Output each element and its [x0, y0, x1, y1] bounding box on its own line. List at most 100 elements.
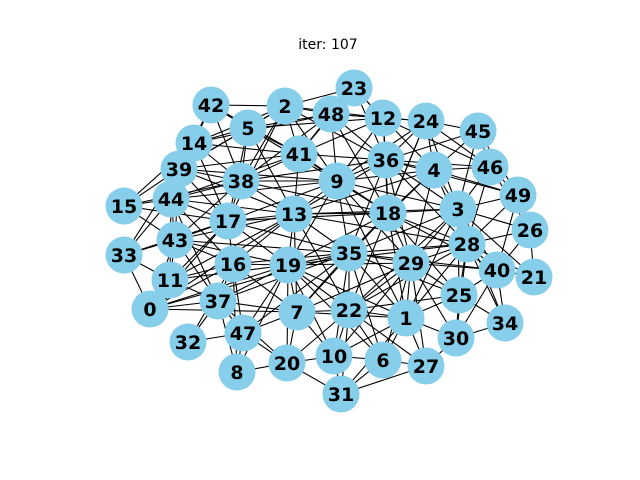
- node-20: 20: [268, 344, 306, 382]
- node-10: 10: [315, 337, 353, 375]
- node-circle: [448, 225, 486, 263]
- node-label: 9: [330, 171, 343, 193]
- edge-28-36: [385, 159, 468, 245]
- node-label: 15: [111, 196, 137, 218]
- node-label: 43: [162, 230, 188, 252]
- node-label: 3: [451, 199, 464, 221]
- node-31: 31: [322, 375, 360, 413]
- node-circle: [105, 236, 143, 274]
- node-circle: [169, 323, 207, 361]
- node-label: 29: [398, 253, 424, 275]
- node-4: 4: [415, 151, 453, 189]
- node-circle: [131, 290, 169, 328]
- edge-19-28: [287, 243, 468, 266]
- edge-39-41: [178, 153, 300, 170]
- node-label: 27: [413, 356, 439, 378]
- node-circle: [214, 245, 252, 283]
- node-3: 3: [439, 190, 477, 228]
- node-8: 8: [218, 353, 256, 391]
- node-label: 49: [505, 185, 531, 207]
- node-37: 37: [199, 282, 237, 320]
- node-label: 11: [157, 270, 183, 292]
- node-circle: [218, 353, 256, 391]
- node-19: 19: [269, 246, 307, 284]
- node-label: 10: [321, 346, 347, 368]
- node-32: 32: [169, 323, 207, 361]
- node-circle: [160, 150, 198, 188]
- node-label: 35: [336, 243, 362, 265]
- node-7: 7: [278, 293, 316, 331]
- node-36: 36: [367, 141, 405, 179]
- edge-7-29: [296, 262, 412, 313]
- node-30: 30: [437, 319, 475, 357]
- node-circle: [152, 180, 190, 218]
- node-circle: [407, 347, 445, 385]
- node-circle: [478, 251, 516, 289]
- node-28: 28: [448, 225, 486, 263]
- edge-36-38: [240, 159, 387, 182]
- edge-35-43: [174, 239, 350, 254]
- node-33: 33: [105, 236, 143, 274]
- edge-10-29: [333, 262, 412, 357]
- node-label: 20: [274, 353, 300, 375]
- node-42: 42: [192, 86, 230, 124]
- node-label: 46: [477, 157, 503, 179]
- node-label: 0: [143, 299, 156, 321]
- edge-12-46: [382, 117, 491, 168]
- node-circle: [364, 341, 402, 379]
- node-16: 16: [214, 245, 252, 283]
- edge-18-38: [240, 180, 389, 214]
- node-49: 49: [499, 176, 537, 214]
- node-label: 28: [454, 234, 480, 256]
- node-0: 0: [131, 290, 169, 328]
- node-label: 25: [446, 285, 472, 307]
- node-12: 12: [364, 99, 402, 137]
- node-circle: [275, 195, 313, 233]
- node-circle: [486, 304, 524, 342]
- node-44: 44: [152, 180, 190, 218]
- node-label: 47: [230, 323, 256, 345]
- node-circle: [105, 187, 143, 225]
- edge-1-9: [336, 180, 407, 319]
- node-17: 17: [209, 202, 247, 240]
- node-circle: [367, 141, 405, 179]
- edge-17-35: [227, 220, 350, 254]
- node-46: 46: [471, 148, 509, 186]
- figure-title: iter: 107: [298, 37, 357, 53]
- node-label: 18: [375, 203, 401, 225]
- node-label: 31: [328, 384, 354, 406]
- edge-3-9: [336, 180, 459, 210]
- node-27: 27: [407, 347, 445, 385]
- node-43: 43: [156, 221, 194, 259]
- node-circle: [364, 99, 402, 137]
- node-18: 18: [369, 194, 407, 232]
- node-circle: [437, 319, 475, 357]
- node-15: 15: [105, 187, 143, 225]
- node-circle: [199, 282, 237, 320]
- node-label: 2: [278, 96, 291, 118]
- node-circle: [387, 299, 425, 337]
- node-22: 22: [330, 291, 368, 329]
- node-label: 13: [281, 204, 307, 226]
- node-circle: [222, 162, 260, 200]
- node-5: 5: [229, 109, 267, 147]
- node-label: 34: [492, 313, 518, 335]
- node-circle: [268, 344, 306, 382]
- node-label: 44: [158, 189, 184, 211]
- node-47: 47: [224, 314, 262, 352]
- node-circle: [392, 244, 430, 282]
- edge-36-49: [385, 159, 519, 196]
- node-label: 48: [318, 104, 344, 126]
- edge-2-17: [227, 105, 286, 222]
- node-34: 34: [486, 304, 524, 342]
- node-label: 8: [230, 362, 243, 384]
- node-circle: [471, 148, 509, 186]
- node-label: 7: [290, 302, 303, 324]
- node-circle: [459, 112, 497, 150]
- node-label: 17: [215, 211, 241, 233]
- node-label: 32: [175, 332, 201, 354]
- node-label: 12: [370, 108, 396, 130]
- node-circle: [335, 69, 373, 107]
- node-9: 9: [318, 162, 356, 200]
